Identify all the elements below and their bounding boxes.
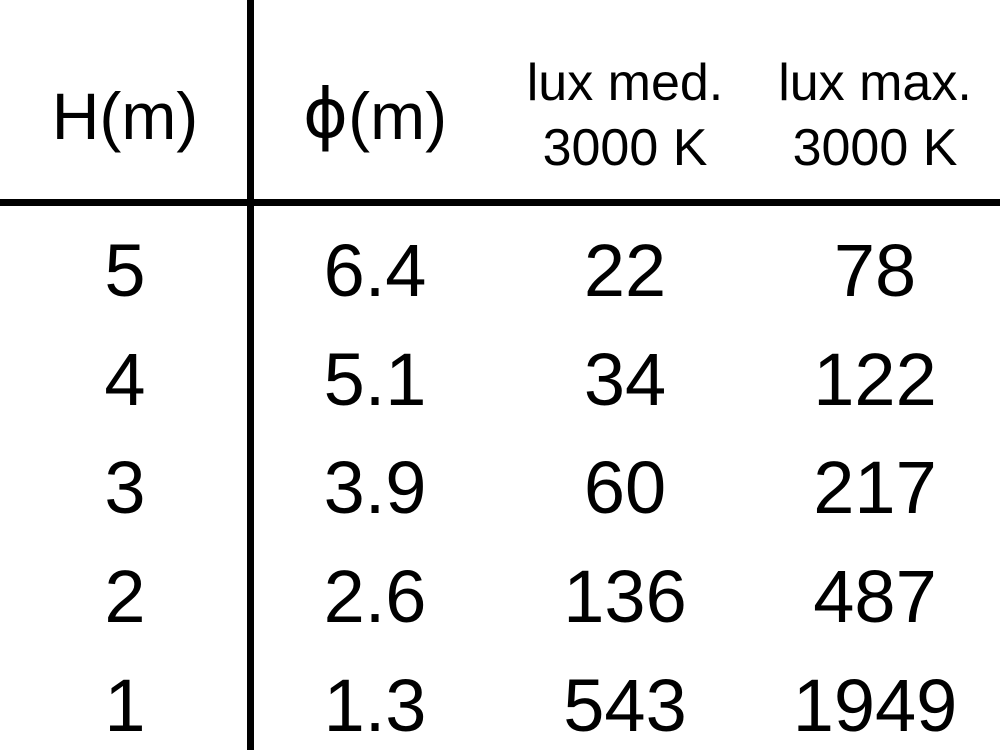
cell-h: 1 bbox=[104, 664, 146, 748]
cell-h: 4 bbox=[104, 337, 146, 421]
column-header-diameter-label: ϕ(m) bbox=[303, 79, 448, 153]
cell-phi: 1.3 bbox=[323, 664, 427, 748]
cell-lux-med: 22 bbox=[583, 228, 667, 312]
cell-lux-med: 136 bbox=[563, 555, 687, 639]
phi-unit: (m) bbox=[348, 79, 448, 153]
cell-phi: 6.4 bbox=[323, 228, 427, 312]
header-divider-rule bbox=[0, 199, 1000, 206]
column-header-lux-med-line1: lux med. bbox=[526, 54, 724, 112]
column-header-height: H(m) bbox=[0, 0, 250, 206]
cell-phi: 2.6 bbox=[323, 555, 427, 639]
column-header-diameter: ϕ(m) bbox=[250, 0, 500, 206]
column-header-lux-max: lux max. 3000 K bbox=[750, 0, 1000, 206]
cell-h: 2 bbox=[104, 555, 146, 639]
cell-lux-med: 543 bbox=[563, 664, 687, 748]
phi-symbol: ϕ bbox=[302, 74, 349, 154]
cell-h: 3 bbox=[104, 446, 146, 530]
cell-lux-med: 34 bbox=[583, 337, 667, 421]
cell-lux-max: 217 bbox=[813, 446, 937, 530]
column-header-lux-max-line2: 3000 K bbox=[792, 119, 958, 177]
cell-lux-max: 487 bbox=[813, 555, 937, 639]
cell-phi: 5.1 bbox=[323, 337, 427, 421]
column-header-height-label: H(m) bbox=[51, 79, 199, 153]
column-header-lux-med-line2: 3000 K bbox=[542, 119, 708, 177]
column-header-lux-med: lux med. 3000 K bbox=[500, 0, 750, 206]
cell-lux-med: 60 bbox=[583, 446, 667, 530]
cell-lux-max: 122 bbox=[813, 337, 937, 421]
cell-h: 5 bbox=[104, 228, 146, 312]
cell-lux-max: 78 bbox=[833, 228, 917, 312]
column-header-lux-max-line1: lux max. bbox=[778, 54, 972, 112]
cell-lux-max: 1949 bbox=[792, 664, 958, 748]
cell-phi: 3.9 bbox=[323, 446, 427, 530]
column-divider-rule bbox=[247, 0, 254, 750]
